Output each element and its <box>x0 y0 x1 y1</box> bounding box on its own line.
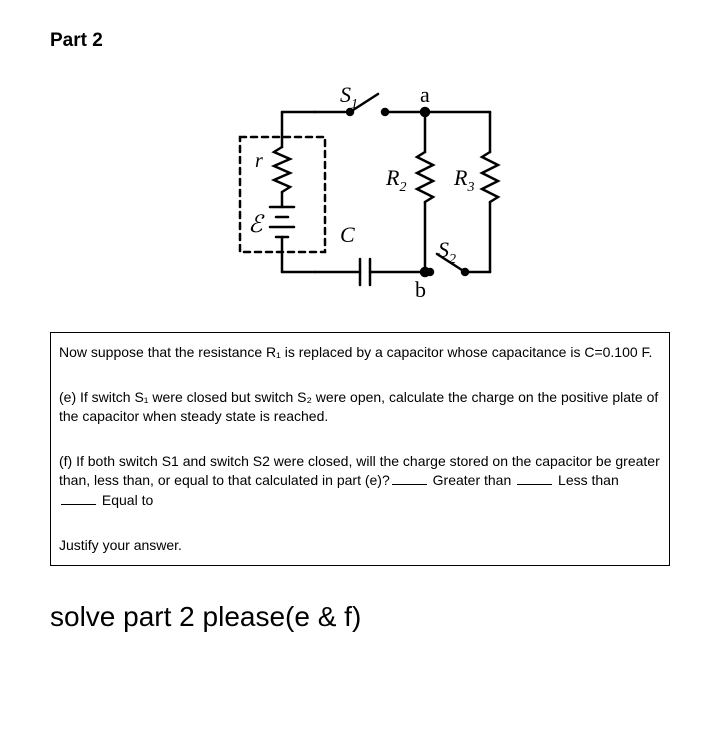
label-S2: S2 <box>438 237 456 267</box>
label-eps: ℰ <box>248 212 265 238</box>
solve-request: solve part 2 please(e & f) <box>50 601 670 633</box>
intro-text: Now suppose that the resistance R₁ is re… <box>59 343 661 363</box>
question-box: Now suppose that the resistance R₁ is re… <box>50 332 670 566</box>
label-a: a <box>420 82 430 107</box>
label-R3: R3 <box>453 165 474 195</box>
opt-lt: Less than <box>554 472 619 488</box>
label-S1: S1 <box>340 82 358 112</box>
part-title: Part 2 <box>50 30 670 52</box>
blank-eq <box>61 504 96 505</box>
label-C: C <box>340 222 355 247</box>
opt-eq: Equal to <box>98 492 153 508</box>
label-r: r <box>255 150 263 172</box>
part-f-text: (f) If both switch S1 and switch S2 were… <box>59 452 661 511</box>
label-R2: R2 <box>385 165 406 195</box>
blank-lt <box>517 484 552 485</box>
circuit-diagram: S1 a r R2 R3 ℰ C S2 b <box>210 67 510 307</box>
label-b: b <box>415 277 426 302</box>
justify-text: Justify your answer. <box>59 536 661 556</box>
blank-gt <box>392 484 427 485</box>
opt-gt: Greater than <box>429 472 515 488</box>
part-e-text: (e) If switch S₁ were closed but switch … <box>59 388 661 427</box>
